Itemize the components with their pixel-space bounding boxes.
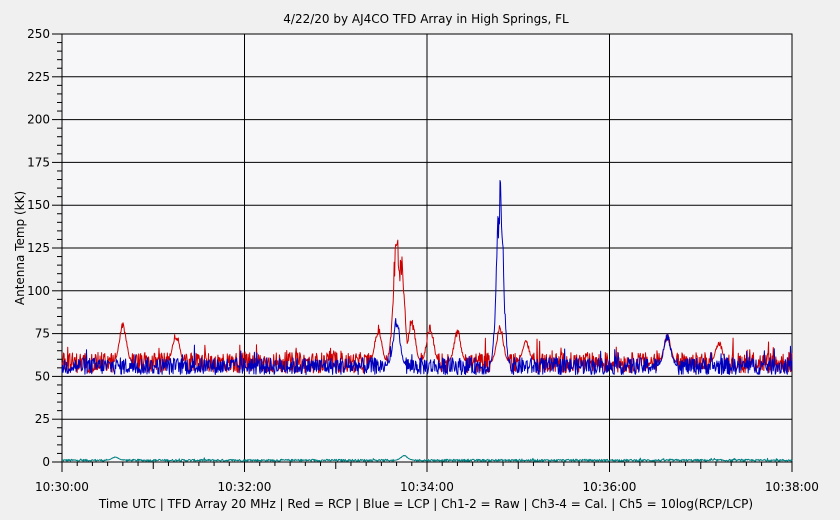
- x-axis-label: Time UTC | TFD Array 20 MHz | Red = RCP …: [98, 497, 753, 511]
- x-tick-label: 10:30:00: [35, 480, 89, 494]
- y-tick-label: 25: [35, 412, 50, 426]
- y-tick-label: 100: [27, 284, 50, 298]
- y-tick-label: 225: [27, 70, 50, 84]
- y-tick-label: 150: [27, 198, 50, 212]
- y-tick-label: 200: [27, 113, 50, 127]
- series-line-lcp: [61, 179, 793, 376]
- x-axis: 10:30:00 10:32:00 10:34:00 10:36:00 10:38:00: [35, 462, 819, 494]
- grid: [62, 34, 792, 462]
- y-tick-label: 250: [27, 27, 50, 41]
- x-tick-label: 10:32:00: [218, 480, 272, 494]
- y-tick-label: 50: [35, 369, 50, 383]
- x-tick-label: 10:36:00: [583, 480, 637, 494]
- y-tick-label: 0: [42, 455, 50, 469]
- series-line-ch5: [61, 454, 793, 462]
- y-tick-label: 125: [27, 241, 50, 255]
- y-axis: 0 25 50 75 100 125 150 175 200 225 250: [27, 27, 62, 469]
- x-tick-label: 10:38:00: [765, 480, 819, 494]
- y-axis-label: Antenna Temp (kK): [13, 191, 27, 305]
- y-tick-label: 75: [35, 327, 50, 341]
- series-layer: [61, 179, 793, 462]
- chart-title: 4/22/20 by AJ4CO TFD Array in High Sprin…: [283, 12, 569, 26]
- x-tick-label: 10:34:00: [400, 480, 454, 494]
- y-tick-label: 175: [27, 155, 50, 169]
